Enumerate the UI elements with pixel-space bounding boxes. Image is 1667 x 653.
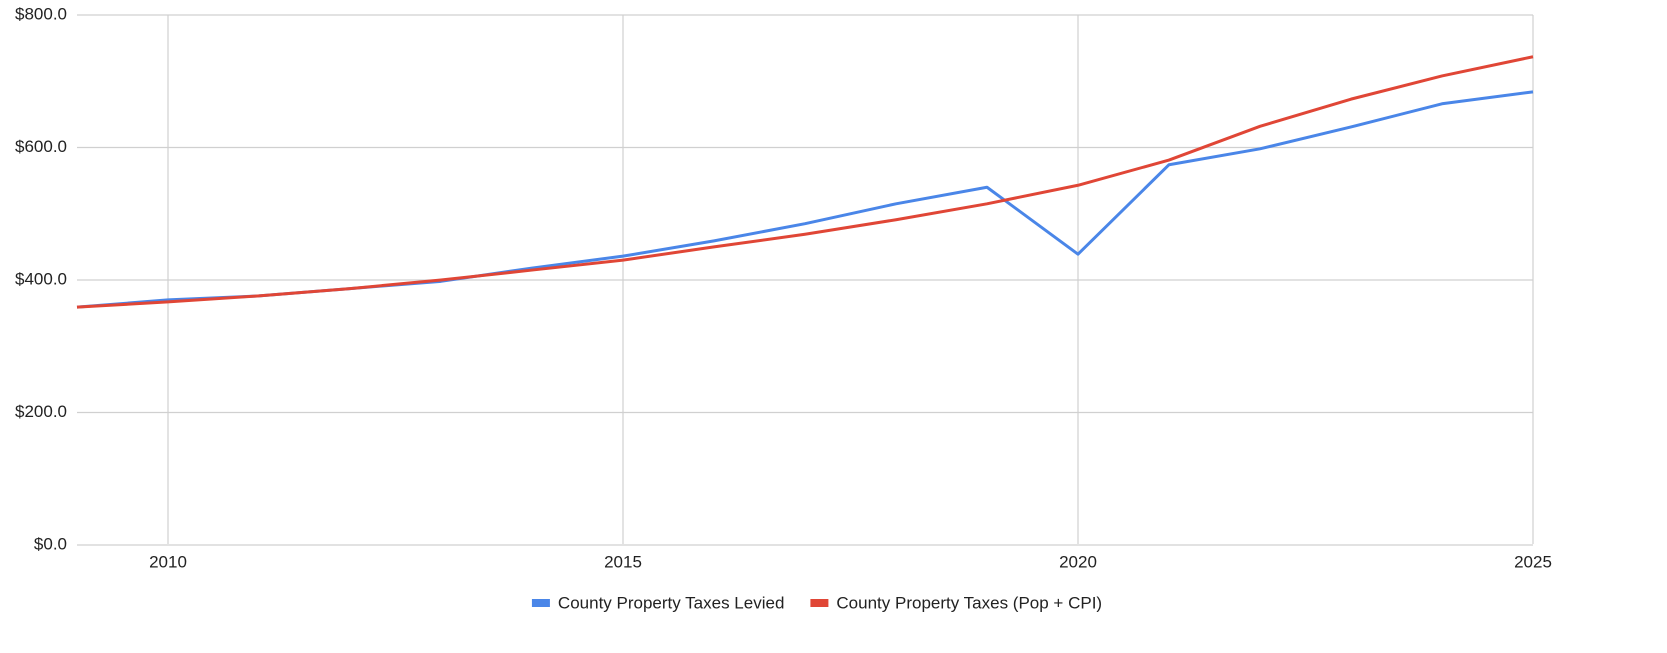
y-tick-label: $800.0 [15, 4, 67, 23]
y-tick-label: $0.0 [34, 534, 67, 553]
legend-label: County Property Taxes (Pop + CPI) [836, 593, 1102, 612]
y-tick-label: $200.0 [15, 402, 67, 421]
y-tick-label: $400.0 [15, 269, 67, 288]
y-tick-label: $600.0 [15, 137, 67, 156]
x-tick-label: 2025 [1514, 552, 1552, 571]
series-line [76, 90, 1534, 309]
legend-label: County Property Taxes Levied [558, 593, 784, 612]
legend-swatch [531, 599, 550, 607]
legend-item: County Property Taxes (Pop + CPI) [810, 593, 1102, 612]
legend-item: County Property Taxes Levied [531, 593, 784, 612]
x-tick-label: 2015 [604, 552, 642, 571]
series-line [76, 55, 1534, 309]
x-tick-label: 2020 [1059, 552, 1097, 571]
legend-swatch [810, 599, 829, 607]
x-tick-label: 2010 [149, 552, 187, 571]
